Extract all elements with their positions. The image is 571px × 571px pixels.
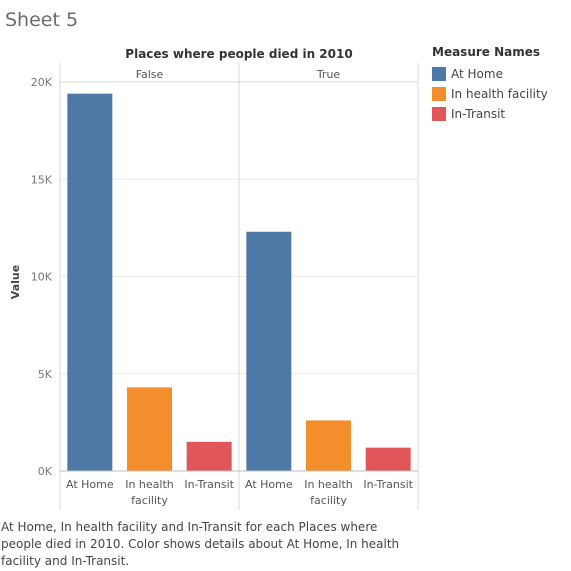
bar-false-in-transit — [186, 441, 232, 471]
y-tick-label-2: 10K — [31, 271, 53, 284]
legend-label-at-home: At Home — [451, 67, 503, 81]
x-tick-label-false-1-0: In health — [125, 478, 174, 491]
bar-false-in-health-facility — [127, 387, 172, 471]
x-tick-label-false-1-1: facility — [131, 494, 168, 507]
x-tick-label-false-2-0: In-Transit — [184, 478, 234, 491]
x-tick-label-true-1-0: In health — [304, 478, 353, 491]
x-tick-label-true-1-1: facility — [310, 494, 347, 507]
x-tick-label-false-0-0: At Home — [66, 478, 114, 491]
bar-true-at-home — [246, 231, 292, 471]
x-tick-label-true-2-0: In-Transit — [363, 478, 413, 491]
panel-header-true: True — [316, 68, 341, 81]
legend-item-at-home[interactable]: At Home — [432, 64, 548, 84]
legend-swatch-in-health-facility — [432, 87, 446, 101]
y-tick-label-1: 5K — [38, 368, 53, 381]
y-tick-label-3: 15K — [31, 173, 53, 186]
bar-false-at-home — [67, 93, 113, 472]
legend-swatch-at-home — [432, 67, 446, 81]
y-tick-label-4: 20K — [31, 76, 53, 89]
legend-label-in-health-facility: In health facility — [451, 87, 548, 101]
bar-chart: Places where people died in 2010 0K 5K 10K 1… — [9, 47, 419, 510]
bar-true-in-transit — [365, 447, 411, 471]
chart-caption: At Home, In health facility and In-Trans… — [1, 520, 400, 568]
x-tick-label-true-0-0: At Home — [245, 478, 293, 491]
y-tick-label-0: 0K — [38, 465, 53, 478]
bar-true-in-health-facility — [306, 420, 351, 471]
y-axis-label: Value — [9, 265, 22, 299]
legend-item-in-health-facility[interactable]: In health facility — [432, 84, 548, 104]
legend-item-in-transit[interactable]: In-Transit — [432, 104, 548, 124]
legend: Measure Names At Home In health facility… — [432, 45, 548, 124]
sheet-title: Sheet 5 — [5, 9, 79, 31]
legend-title: Measure Names — [432, 45, 541, 59]
chart-title: Places where people died in 2010 — [125, 47, 352, 61]
panel-header-false: False — [136, 68, 164, 81]
legend-swatch-in-transit — [432, 107, 446, 121]
legend-label-in-transit: In-Transit — [451, 107, 506, 121]
